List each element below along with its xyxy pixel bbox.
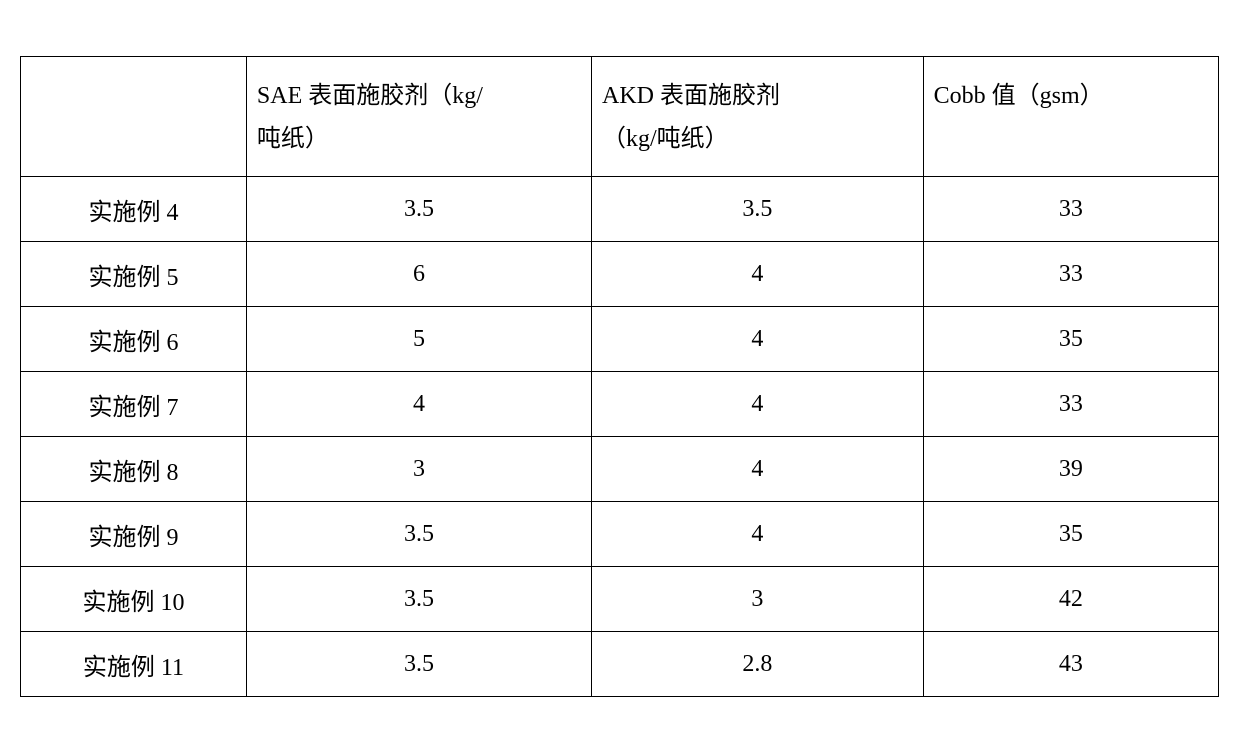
header-empty [21,57,247,177]
header-sae: SAE 表面施胶剂（kg/ 吨纸） [246,57,591,177]
table-row: 实施例 8 3 4 39 [21,437,1219,502]
cell-cobb: 42 [923,567,1218,632]
cell-label: 实施例 6 [21,307,247,372]
table-row: 实施例 5 6 4 33 [21,242,1219,307]
cell-cobb: 35 [923,502,1218,567]
data-table: SAE 表面施胶剂（kg/ 吨纸） AKD 表面施胶剂 （kg/吨纸） Cobb… [20,56,1219,697]
cell-akd: 2.8 [592,632,924,697]
cell-cobb: 39 [923,437,1218,502]
header-akd-line1: AKD 表面施胶剂 [602,75,913,118]
header-sae-line1: SAE 表面施胶剂（kg/ [257,75,581,118]
cell-akd: 4 [592,372,924,437]
cell-sae: 3.5 [246,502,591,567]
table-row: 实施例 6 5 4 35 [21,307,1219,372]
table-row: 实施例 4 3.5 3.5 33 [21,177,1219,242]
cell-akd: 3.5 [592,177,924,242]
cell-cobb: 33 [923,372,1218,437]
table-header-row: SAE 表面施胶剂（kg/ 吨纸） AKD 表面施胶剂 （kg/吨纸） Cobb… [21,57,1219,177]
cell-cobb: 43 [923,632,1218,697]
cell-sae: 4 [246,372,591,437]
table-row: 实施例 7 4 4 33 [21,372,1219,437]
cell-akd: 4 [592,502,924,567]
cell-sae: 3.5 [246,567,591,632]
cell-sae: 3.5 [246,632,591,697]
cell-label: 实施例 9 [21,502,247,567]
cell-sae: 5 [246,307,591,372]
cell-sae: 3 [246,437,591,502]
table-row: 实施例 9 3.5 4 35 [21,502,1219,567]
cell-akd: 4 [592,307,924,372]
header-sae-line2: 吨纸） [257,118,581,161]
cell-akd: 3 [592,567,924,632]
header-akd-line2: （kg/吨纸） [602,118,913,161]
header-cobb-line1: Cobb 值（gsm） [934,75,1208,118]
cell-label: 实施例 11 [21,632,247,697]
cell-label: 实施例 8 [21,437,247,502]
header-cobb: Cobb 值（gsm） [923,57,1218,177]
cell-cobb: 35 [923,307,1218,372]
table-body: 实施例 4 3.5 3.5 33 实施例 5 6 4 33 实施例 6 5 4 … [21,177,1219,697]
cell-label: 实施例 4 [21,177,247,242]
cell-cobb: 33 [923,242,1218,307]
cell-akd: 4 [592,242,924,307]
cell-akd: 4 [592,437,924,502]
cell-sae: 3.5 [246,177,591,242]
cell-label: 实施例 7 [21,372,247,437]
cell-label: 实施例 5 [21,242,247,307]
table-row: 实施例 11 3.5 2.8 43 [21,632,1219,697]
cell-sae: 6 [246,242,591,307]
cell-label: 实施例 10 [21,567,247,632]
header-akd: AKD 表面施胶剂 （kg/吨纸） [592,57,924,177]
cell-cobb: 33 [923,177,1218,242]
table-row: 实施例 10 3.5 3 42 [21,567,1219,632]
